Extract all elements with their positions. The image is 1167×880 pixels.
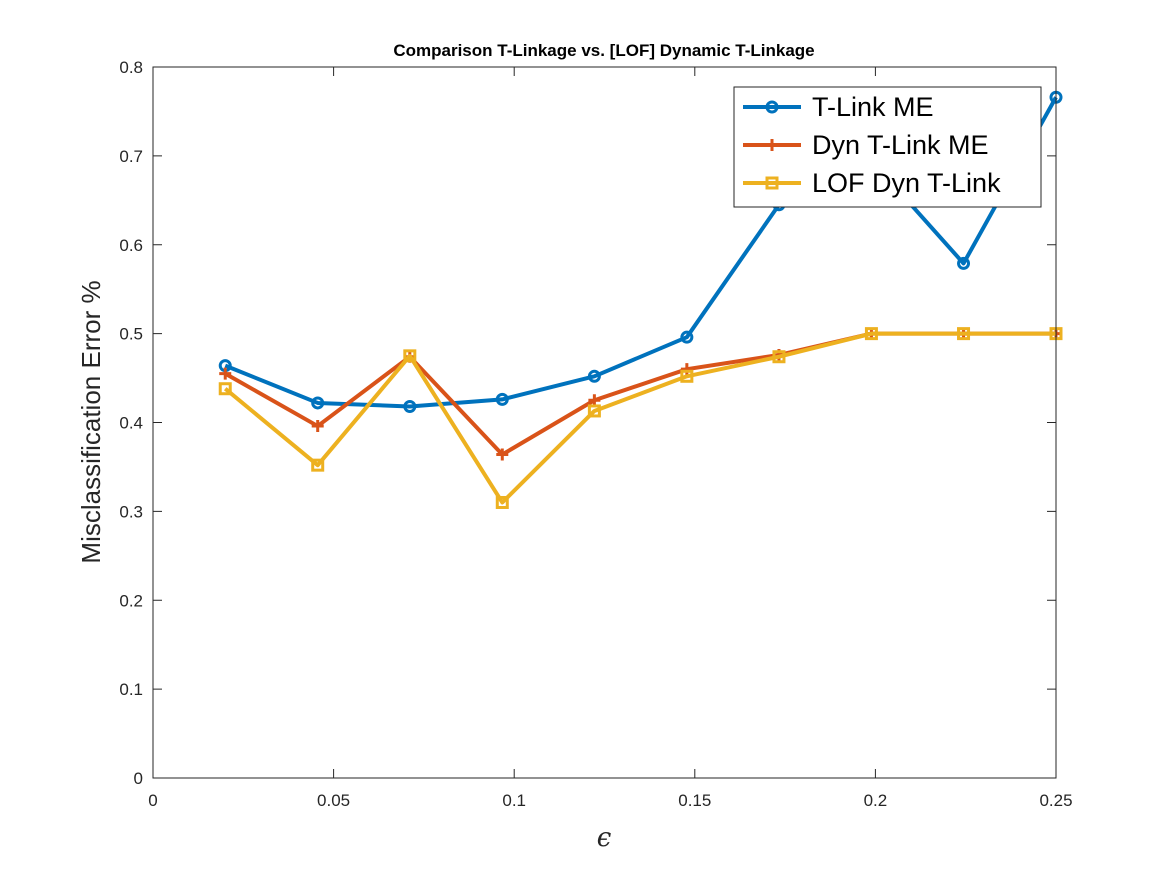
y-tick-label: 0.3: [119, 502, 143, 521]
data-point: [587, 404, 601, 418]
data-point: [311, 420, 324, 433]
x-axis-label: ϵ: [597, 823, 612, 853]
data-point: [864, 327, 878, 341]
data-point: [496, 448, 509, 461]
legend-item: Dyn T-Link ME: [743, 130, 989, 160]
series-line: [223, 331, 1056, 505]
data-point: [588, 394, 601, 407]
data-point: [680, 330, 694, 344]
series-line: [224, 96, 1058, 409]
legend-label: Dyn T-Link ME: [812, 130, 989, 160]
data-point: [311, 458, 325, 472]
data-point: [495, 495, 509, 509]
y-axis-label: Misclassification Error %: [76, 280, 106, 563]
data-point: [772, 350, 786, 364]
data-point: [495, 392, 509, 406]
x-tick-label: 0.25: [1039, 791, 1072, 810]
legend-item: LOF Dyn T-Link: [743, 168, 1001, 198]
legend-marker: [765, 176, 779, 190]
x-tick-label: 0.05: [317, 791, 350, 810]
data-point: [680, 363, 693, 376]
y-tick-label: 0.8: [119, 58, 143, 77]
y-tick-label: 0.4: [119, 414, 143, 433]
plot-frame: [152, 66, 1057, 779]
data-point: [680, 369, 694, 383]
legend-marker: [766, 139, 778, 151]
axis-ticks: 0 0.05 0.1 0.15 0.2 0.25 0 0.1 0.2 0.3 0.4 0.5 0.6 0.…: [119, 58, 1072, 810]
data-point: [218, 382, 232, 396]
y-tick-label: 0.2: [119, 591, 143, 610]
chart-title: Comparison T-Linkage vs. [LOF] Dynamic T…: [393, 41, 814, 60]
data-point: [403, 400, 417, 414]
data-point: [219, 367, 232, 380]
data-point: [957, 327, 971, 341]
y-tick-label: 0.1: [119, 680, 143, 699]
data-point: [957, 256, 971, 270]
x-tick-label: 0.15: [678, 791, 711, 810]
legend: T-Link ME Dyn T-Link ME LOF Dyn T-Link: [733, 86, 1042, 208]
y-tick-label: 0: [134, 769, 143, 788]
legend-label: T-Link ME: [812, 92, 934, 122]
x-tick-label: 0.2: [864, 791, 888, 810]
y-tick-label: 0.6: [119, 236, 143, 255]
legend-label: LOF Dyn T-Link: [812, 168, 1001, 198]
legend-marker: [765, 100, 779, 114]
x-tick-label: 0.1: [502, 791, 526, 810]
data-point: [403, 349, 417, 363]
series-layer: [218, 90, 1063, 509]
legend-item: T-Link ME: [743, 92, 934, 122]
data-point: [587, 369, 601, 383]
y-tick-label: 0.5: [119, 325, 143, 344]
y-tick-label: 0.7: [119, 147, 143, 166]
data-point: [311, 396, 325, 410]
x-tick-label: 0: [148, 791, 157, 810]
